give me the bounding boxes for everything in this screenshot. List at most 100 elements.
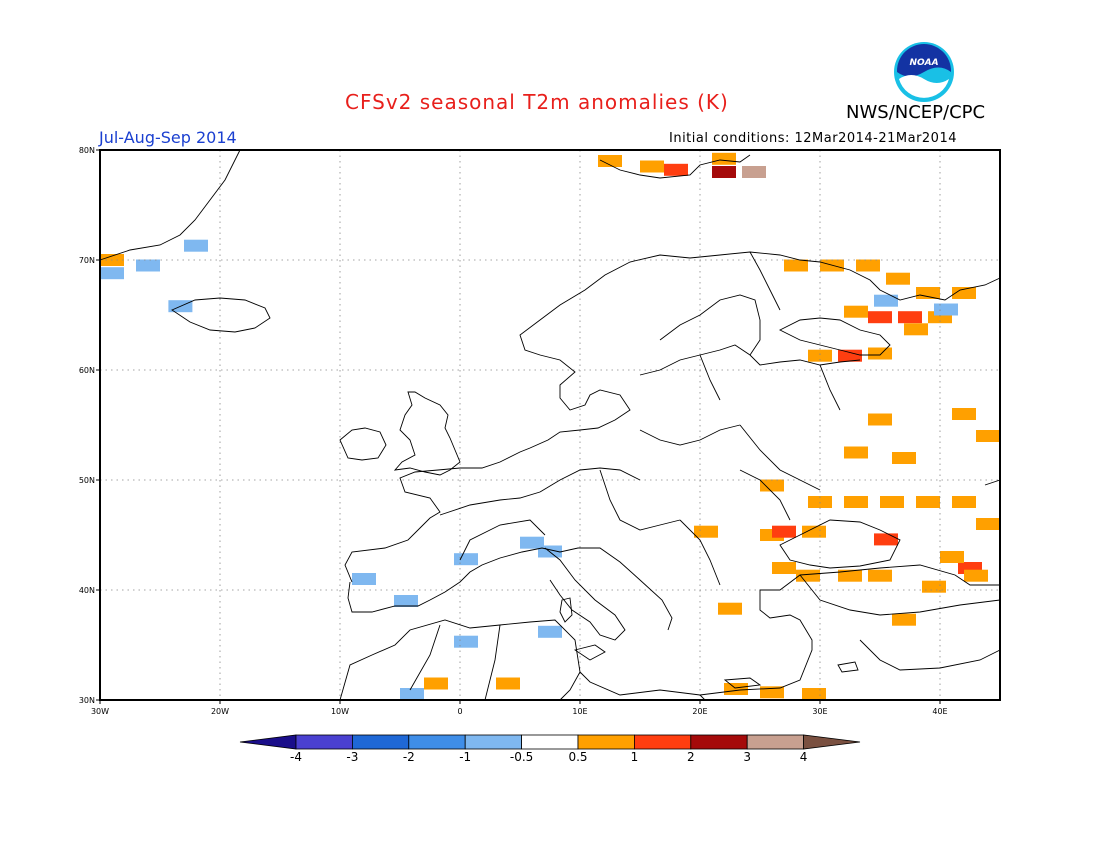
anomaly-cell [760, 686, 784, 699]
map-frame [99, 149, 1001, 701]
colorbar: -4 -3 -2 -1 -0.5 0.5 1 2 3 4 [239, 734, 861, 764]
lat-tick-label: 50N [79, 476, 95, 485]
agency-label: NWS/NCEP/CPC [846, 102, 986, 123]
anomaly-cell [976, 518, 1000, 530]
anomaly-cell [802, 525, 826, 538]
lon-tick-label: 10E [572, 707, 587, 716]
lat-tick-label: 80N [79, 146, 95, 155]
anomaly-cell [760, 479, 784, 492]
anomaly-cell [796, 569, 820, 582]
map-gridlines [100, 150, 1000, 700]
anomaly-cell [844, 496, 868, 508]
lat-tick-label: 70N [79, 256, 95, 265]
anomaly-cell [664, 163, 688, 176]
anomaly-cell [880, 496, 904, 508]
colorbar-label: 0.5 [568, 750, 587, 764]
anomaly-cell [886, 272, 910, 285]
anomaly-cell [952, 287, 976, 299]
lat-tick-label: 60N [79, 366, 95, 375]
lat-tick-label: 40N [79, 586, 95, 595]
lon-tick-label: 30W [91, 707, 109, 716]
anomaly-cell [964, 569, 988, 582]
anomaly-cell [892, 613, 916, 626]
anomaly-cell [784, 259, 808, 272]
anomaly-cell [598, 155, 622, 167]
logo-text: NOAA [909, 58, 938, 68]
anomaly-cell [844, 305, 868, 318]
colorbar-segment [521, 734, 579, 750]
anomaly-cell [856, 259, 880, 272]
anomaly-cell [100, 267, 124, 280]
colorbar-label: -2 [403, 750, 415, 764]
forecast-period: Jul-Aug-Sep 2014 [99, 128, 237, 147]
colorbar-label: 4 [800, 750, 808, 764]
anomaly-cell [184, 239, 208, 252]
colorbar-arrow-high [803, 734, 861, 750]
anomaly-cell [892, 452, 916, 464]
colorbar-label: -4 [290, 750, 302, 764]
anomaly-cell [934, 303, 958, 316]
anomaly-cell [838, 349, 862, 362]
anomaly-cell [868, 413, 892, 426]
anomaly-cell [694, 525, 718, 538]
anomaly-cell [904, 323, 928, 336]
anomaly-cell [400, 688, 424, 700]
anomaly-cell [718, 602, 742, 615]
anomaly-cell [874, 533, 898, 546]
anomaly-cell [496, 677, 520, 690]
lon-tick-label: 0 [457, 707, 462, 716]
lon-tick-label: 20W [211, 707, 229, 716]
anomaly-cell [640, 160, 664, 173]
coastlines-borders [99, 149, 1001, 701]
colorbar-segment [408, 734, 466, 750]
colorbar-arrow-low [239, 734, 297, 750]
anomaly-cell [844, 446, 868, 459]
anomaly-cell [916, 287, 940, 299]
noaa-logo-icon: NOAA [894, 42, 954, 102]
colorbar-label: 1 [631, 750, 639, 764]
anomaly-cell [838, 569, 862, 582]
anomaly-cell [916, 496, 940, 508]
anomaly-cell [742, 166, 766, 178]
lon-tick-label: 30E [812, 707, 827, 716]
colorbar-segment [634, 734, 692, 750]
anomaly-cell [136, 259, 160, 272]
anomaly-cell [772, 562, 796, 574]
colorbar-label: -1 [459, 750, 471, 764]
anomaly-cell [868, 569, 892, 582]
colorbar-label: -3 [346, 750, 358, 764]
colorbar-segment [464, 734, 523, 750]
anomaly-cell [454, 635, 478, 648]
anomaly-cell [922, 580, 946, 593]
lon-tick-label: 40E [932, 707, 947, 716]
colorbar-segment [351, 734, 410, 750]
colorbar-label: 2 [687, 750, 695, 764]
anomaly-cell [394, 595, 418, 607]
anomaly-cell [808, 349, 832, 362]
anomaly-cell [874, 294, 898, 307]
anomaly-cell [538, 625, 562, 638]
anomaly-cell [712, 152, 736, 165]
anomaly-cell [952, 496, 976, 508]
map-axes: 80N 70N 60N 50N 40N 30N 30W 20W 10W 0 10E 20E 30E 40E [79, 146, 1001, 716]
colorbar-segment [577, 734, 635, 750]
anomaly-cells [100, 152, 1000, 700]
anomaly-cell [712, 166, 736, 178]
colorbar-label: -0.5 [510, 750, 533, 764]
lon-tick-label: 10W [331, 707, 349, 716]
colorbar-segment [295, 734, 353, 750]
anomaly-cell [352, 573, 376, 585]
anomaly-cell [424, 677, 448, 690]
anomaly-cell [940, 551, 964, 563]
anomaly-cell [898, 311, 922, 324]
colorbar-segment [746, 734, 805, 750]
anomaly-cell [802, 688, 826, 700]
anomaly-cell [454, 553, 478, 566]
colorbar-segment [690, 734, 748, 750]
lat-tick-label: 30N [79, 696, 95, 705]
initial-conditions: Initial conditions: 12Mar2014-21Mar2014 [669, 131, 957, 146]
anomaly-cell [724, 683, 748, 695]
lon-tick-label: 20E [692, 707, 707, 716]
map-title: CFSv2 seasonal T2m anomalies (K) [345, 90, 729, 114]
